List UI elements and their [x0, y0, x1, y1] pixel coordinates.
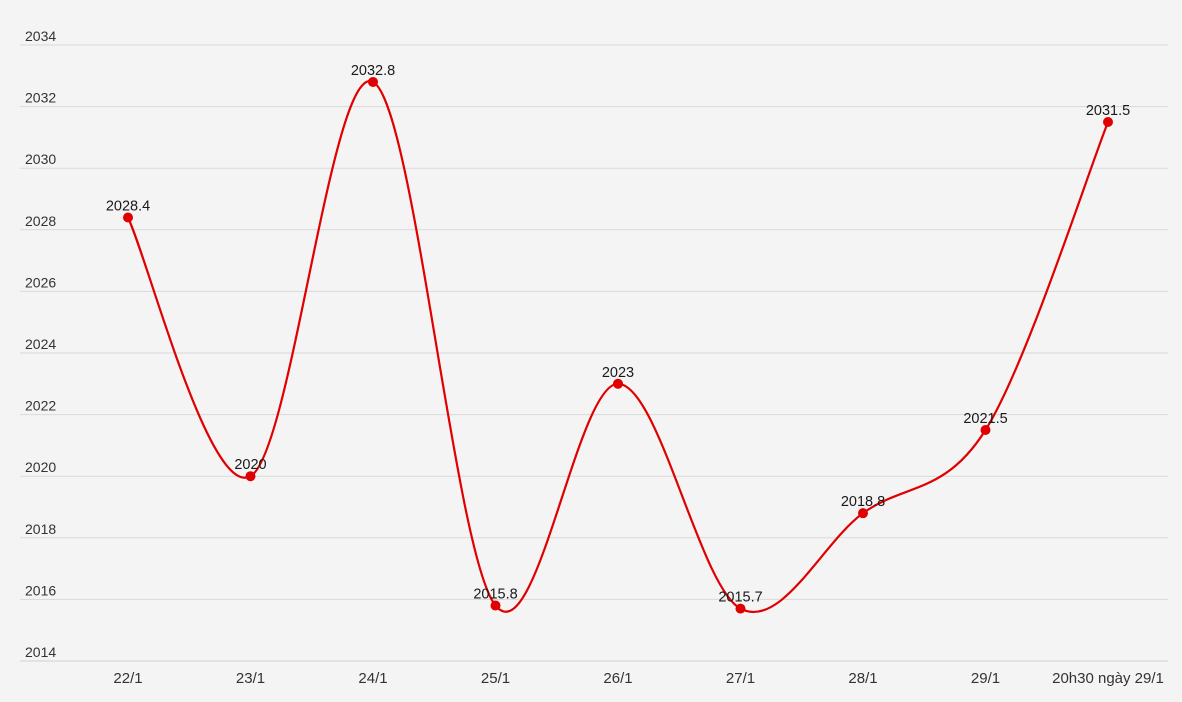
y-tick-label: 2014: [25, 644, 56, 660]
data-label: 2020: [234, 457, 266, 473]
data-point: [123, 212, 133, 223]
y-tick-label: 2024: [25, 336, 56, 352]
y-axis: 2014 2016 2018 2020 2022 2024 2026 2028 2030 2032…: [25, 28, 56, 660]
data-point: [858, 508, 868, 519]
data-point: [980, 425, 991, 435]
data-point: [490, 600, 501, 611]
data-label: 2015.8: [473, 587, 517, 603]
data-label: 2032.8: [351, 63, 395, 79]
y-tick-label: 2016: [25, 582, 56, 598]
data-label: 2021.5: [963, 411, 1007, 427]
x-tick-label: 27/1: [726, 670, 755, 687]
x-tick-label: 23/1: [236, 670, 265, 687]
y-tick-label: 2020: [25, 459, 56, 475]
data-point: [613, 378, 623, 389]
data-point: [735, 603, 746, 614]
data-label: 2028.4: [106, 198, 150, 214]
y-tick-label: 2032: [25, 90, 56, 106]
x-tick-label: 25/1: [481, 670, 510, 687]
x-axis: 22/1 23/1 24/1 25/1 26/1 27/1 28/1 29/1 20h30 ng…: [113, 670, 1163, 687]
data-label: 2031.5: [1086, 103, 1130, 119]
x-tick-label: 26/1: [603, 670, 632, 687]
data-point: [1103, 117, 1113, 127]
data-point: [245, 471, 256, 482]
y-tick-label: 2034: [25, 28, 56, 44]
x-tick-label: 22/1: [113, 670, 142, 687]
x-tick-label: 24/1: [358, 670, 387, 687]
data-label: 2023: [602, 365, 634, 381]
x-tick-label: 29/1: [971, 670, 1000, 687]
y-tick-label: 2028: [25, 213, 56, 229]
y-tick-label: 2030: [25, 151, 56, 167]
y-tick-label: 2022: [25, 398, 56, 414]
x-tick-label: 20h30 ngày 29/1: [1052, 670, 1164, 687]
gridlines: [20, 44, 1168, 662]
data-label: 2015.7: [718, 590, 762, 606]
x-tick-label: 28/1: [848, 670, 877, 687]
data-labels: 2028.4 2020 2032.8 2015.8 2023 2015.7 2018.8 20…: [106, 63, 1130, 606]
y-tick-label: 2026: [25, 274, 56, 290]
series-line: [127, 80, 1110, 613]
data-label: 2018.8: [841, 494, 885, 510]
data-points: [123, 76, 1113, 614]
y-tick-label: 2018: [25, 521, 56, 537]
data-point: [368, 76, 378, 87]
